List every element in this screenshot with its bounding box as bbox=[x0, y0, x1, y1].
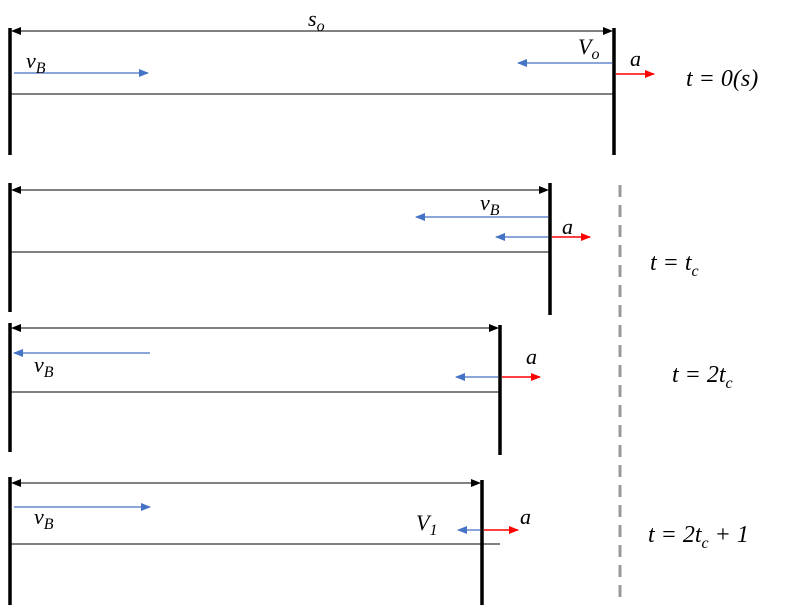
velocity-label: vB bbox=[34, 504, 54, 533]
label-sub: B bbox=[44, 516, 54, 533]
label-main: a bbox=[630, 46, 641, 71]
label-main: v bbox=[480, 190, 490, 215]
label-sub: B bbox=[36, 60, 46, 77]
time-label: t = tc bbox=[650, 250, 699, 280]
label-main: V bbox=[578, 34, 594, 59]
label-main: a bbox=[520, 504, 531, 529]
time-post: + 1 bbox=[709, 522, 749, 548]
label-sub: B bbox=[490, 202, 500, 219]
velocity-label: vB bbox=[34, 352, 54, 381]
label-main: a bbox=[526, 344, 537, 369]
label-main: V bbox=[416, 510, 432, 535]
time-main: t = t bbox=[650, 250, 693, 276]
time-main: t = 0(s) bbox=[686, 66, 758, 92]
label-main: v bbox=[26, 48, 36, 73]
label-main: v bbox=[34, 352, 44, 377]
time-sub: c bbox=[726, 375, 733, 392]
time-main: t = 2t bbox=[648, 522, 703, 548]
acceleration-label: a bbox=[562, 214, 573, 239]
panel: vB V1 a t = 2tc + 1 bbox=[8, 477, 749, 605]
time-label: t = 2tc bbox=[672, 362, 733, 392]
panel: vB a t = 2tc bbox=[8, 323, 733, 455]
velocity-label: Vo bbox=[578, 34, 599, 63]
label-main: v bbox=[34, 504, 44, 529]
time-sub: c bbox=[692, 263, 699, 280]
panel: vB a t = tc bbox=[8, 183, 699, 315]
label-main: s bbox=[308, 6, 317, 31]
acceleration-label: a bbox=[520, 504, 531, 529]
velocity-label: vB bbox=[26, 48, 46, 77]
label-sub: o bbox=[591, 46, 599, 63]
label-sub: 1 bbox=[429, 522, 437, 539]
velocity-label: vB bbox=[480, 190, 500, 219]
velocity-label: V1 bbox=[416, 510, 437, 539]
distance-label: so bbox=[308, 6, 325, 35]
time-label: t = 0(s) bbox=[686, 66, 758, 92]
time-main: t = 2t bbox=[672, 362, 727, 388]
label-sub: o bbox=[317, 18, 325, 35]
time-sub: c bbox=[702, 535, 709, 552]
label-sub: B bbox=[44, 364, 54, 381]
acceleration-label: a bbox=[526, 344, 537, 369]
acceleration-label: a bbox=[630, 46, 641, 71]
label-main: a bbox=[562, 214, 573, 239]
time-label: t = 2tc + 1 bbox=[648, 522, 749, 552]
panel: so vB Vo a t = 0(s) bbox=[8, 6, 758, 155]
